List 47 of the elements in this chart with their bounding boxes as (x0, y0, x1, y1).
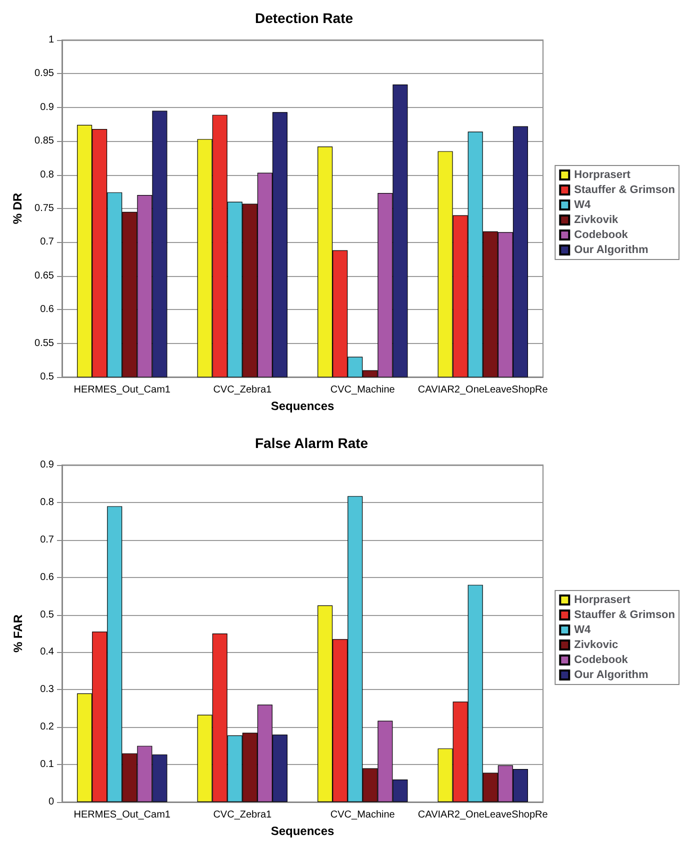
legend-label: Our Algorithm (574, 669, 649, 681)
x-tick-label: CVC_Zebra1 (213, 384, 272, 396)
y-tick-label: 0.7 (40, 236, 54, 248)
x-tick-label: CVC_Machine (330, 810, 396, 820)
y-tick-label: 1 (48, 34, 54, 46)
legend-label: Horprasert (574, 169, 631, 181)
y-tick-label: 0.85 (34, 136, 54, 147)
y-tick-label: 0.2 (40, 722, 54, 733)
y-tick-label: 0.5 (40, 372, 54, 382)
legend-label: Horprasert (574, 594, 631, 606)
x-axis-title: Sequences (270, 824, 334, 838)
legend-label: Our Algorithm (574, 244, 649, 256)
y-tick-label: 0.3 (40, 684, 54, 696)
y-tick-label: 0.75 (34, 203, 54, 214)
y-tick-label: 0.9 (40, 102, 54, 113)
x-tick-label: HERMES_Out_Cam1 (74, 810, 171, 820)
legend-label: W4 (574, 624, 592, 636)
x-tick-label: CVC_Machine (330, 384, 396, 396)
y-tick-label: 0.8 (40, 496, 54, 508)
legend-label: Codebook (574, 654, 629, 666)
chart-title: False Alarm Rate (255, 435, 368, 451)
y-tick-label: 0.8 (40, 169, 54, 180)
legend-label: Stauffer & Grimson (574, 609, 676, 621)
y-tick-label: 0.55 (34, 338, 54, 349)
x-tick-label: HERMES_Out_Cam1 (74, 384, 171, 396)
y-tick-label: 0 (48, 796, 54, 808)
y-tick-label: 0.6 (40, 572, 54, 583)
y-tick-label: 0.4 (40, 646, 54, 658)
y-tick-label: 0.5 (40, 609, 54, 620)
legend-label: Zivkovic (574, 639, 618, 651)
legend-label: Zivkovik (574, 214, 620, 226)
legend-label: W4 (574, 199, 592, 211)
y-tick-label: 0.6 (40, 304, 54, 316)
chart-title: Detection Rate (255, 10, 354, 26)
x-axis-title: Sequences (270, 398, 334, 413)
x-tick-label: CAVIAR2_OneLeaveShopRe (418, 384, 548, 396)
legend-label: Stauffer & Grimson (574, 184, 676, 196)
x-tick-label: CVC_Zebra1 (213, 810, 272, 820)
y-tick-label: 0.95 (34, 68, 54, 80)
y-tick-label: 0.7 (40, 534, 54, 546)
y-tick-label: 0.1 (40, 759, 54, 770)
y-axis-title: % DR (10, 192, 25, 224)
y-tick-label: 0.65 (34, 270, 54, 282)
x-tick-label: CAVIAR2_OneLeaveShopRe (418, 810, 548, 820)
y-tick-label: 0.9 (40, 460, 54, 470)
legend-label: Codebook (574, 229, 629, 241)
y-axis-title: % FAR (11, 614, 25, 653)
